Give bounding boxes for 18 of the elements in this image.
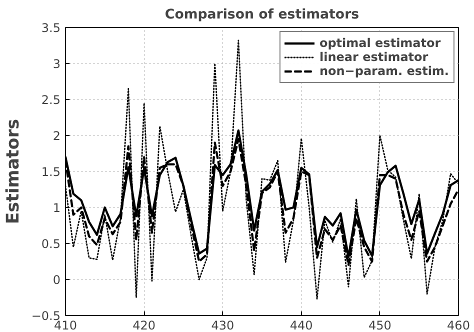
- y-tick-label: 0.5: [41, 237, 61, 251]
- x-tick-label: 440: [290, 318, 313, 332]
- chart-title: Comparison of estimators: [164, 8, 360, 22]
- y-tick-label: 3.5: [41, 21, 61, 35]
- y-tick-label: 1: [52, 201, 61, 215]
- legend-label: non−param. estim.: [319, 64, 449, 78]
- legend-label: linear estimator: [319, 50, 428, 64]
- x-tick-label: 460: [447, 318, 470, 332]
- legend-label: optimal estimator: [319, 36, 441, 50]
- y-tick-label: 0: [52, 273, 61, 287]
- x-tick-label: 450: [368, 318, 392, 332]
- y-tick-label: 1.5: [41, 165, 61, 179]
- y-tick-label: 2.5: [41, 93, 61, 107]
- y-tick-label: 3: [52, 57, 61, 71]
- x-tick-label: 420: [132, 318, 156, 332]
- y-axis-title: Estimators: [3, 118, 24, 224]
- y-tick-label: 2: [52, 129, 61, 143]
- x-tick-label: 430: [211, 318, 234, 332]
